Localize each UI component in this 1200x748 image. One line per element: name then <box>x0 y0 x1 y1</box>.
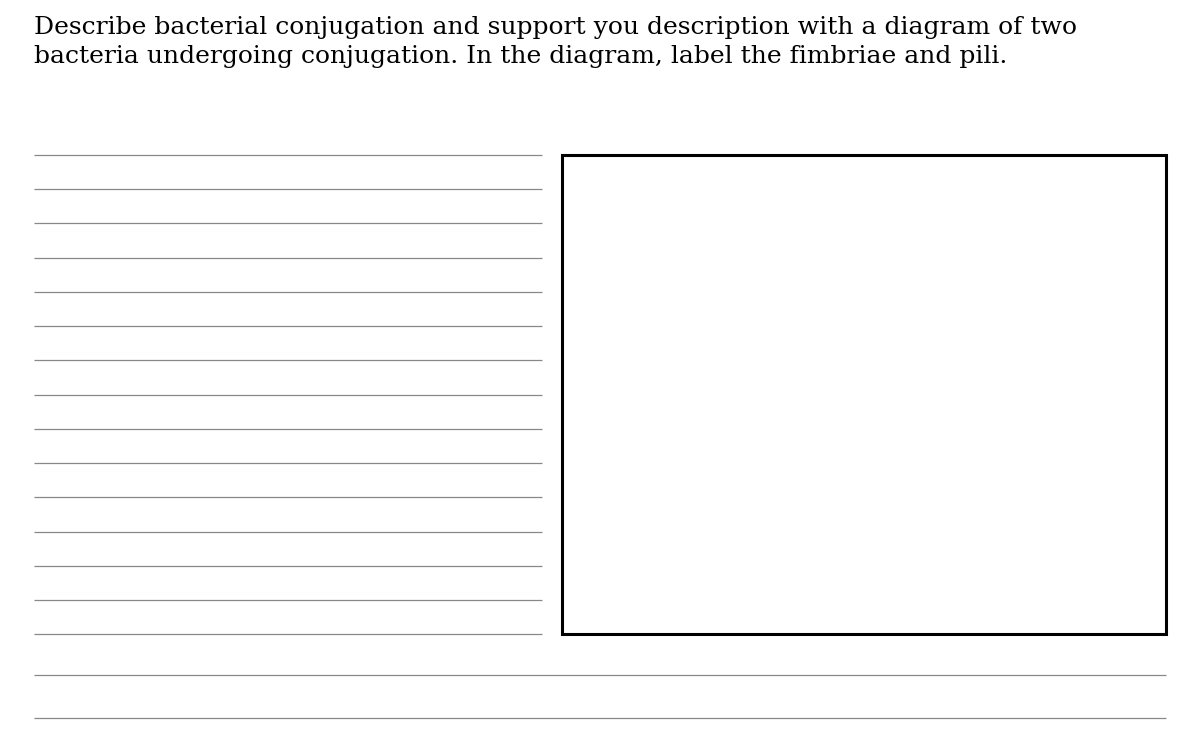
Text: Describe bacterial conjugation and support you description with a diagram of two: Describe bacterial conjugation and suppo… <box>34 16 1076 68</box>
Bar <box>562 155 1166 634</box>
